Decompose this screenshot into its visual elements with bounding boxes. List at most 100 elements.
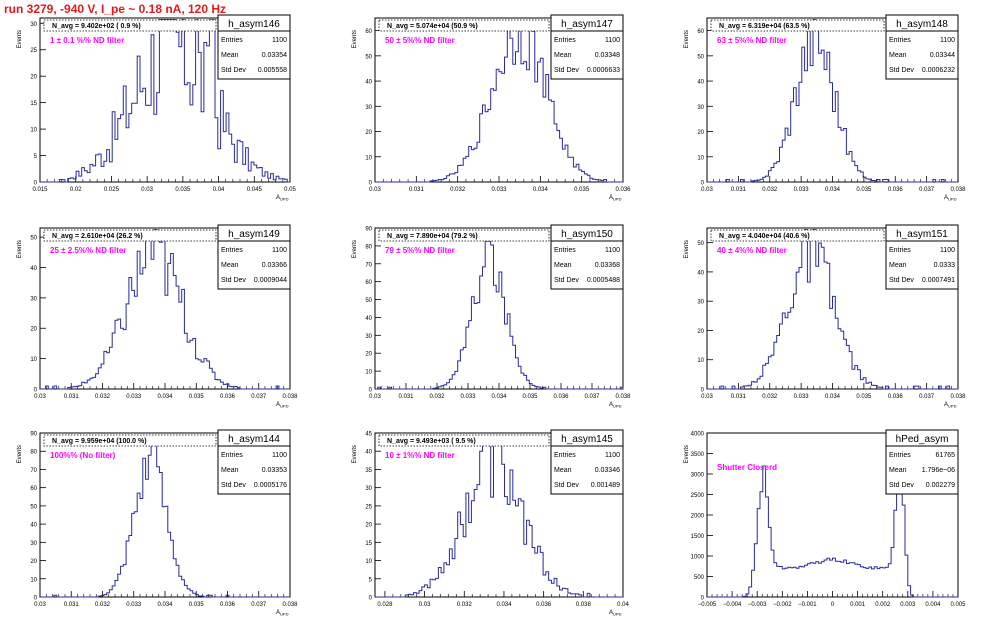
y-tick-label: 2000 xyxy=(691,514,705,520)
stats-label: Std Dev xyxy=(221,277,246,284)
x-tick-label: 0.037 xyxy=(584,394,600,400)
x-tick-label: 0.015 xyxy=(32,187,48,193)
stats-value: 0.03344 xyxy=(930,52,955,59)
histogram-panel-h_asym149: 0 10 20 30 40 50 0.03 0.031 0.032 0.033 0.034 0.035… xyxy=(17,224,298,409)
stats-value: 0.03353 xyxy=(262,467,287,474)
n-avg-label: N_avg = 7.890e+04 (79.2 %) xyxy=(387,233,478,240)
histogram-panel-h_asym144: 0 10 20 30 40 50 60 70 80 90 0.03 0.031 0.032 0.033 0.… xyxy=(17,429,298,617)
x-tick-label: 0.03 xyxy=(369,187,381,193)
y-axis-label: Events xyxy=(352,240,358,258)
stats-label: Entries xyxy=(889,247,911,254)
histogram-name: h_asym144 xyxy=(228,434,280,445)
histogram-line xyxy=(40,441,290,598)
x-tick-label: 0.036 xyxy=(888,187,904,193)
stats-box xyxy=(217,224,291,290)
y-tick-label: 10 xyxy=(30,128,37,134)
x-tick-label: 0.032 xyxy=(450,187,466,193)
x-tick-label: 0.031 xyxy=(64,602,80,608)
y-tick-label: 30 xyxy=(30,22,37,28)
x-tick-label: 0.031 xyxy=(409,187,425,193)
y-tick-label: 30 xyxy=(30,296,37,302)
y-tick-label: 0 xyxy=(369,388,373,394)
stats-value: 0.03368 xyxy=(595,262,620,269)
y-tick-label: 30 xyxy=(697,300,704,306)
filter-annotation: 25 ± 2.5%% ND filter xyxy=(50,246,126,255)
x-tick-label: 0.002 xyxy=(875,602,891,608)
y-tick-label: 10 xyxy=(365,370,372,376)
y-tick-label: 10 xyxy=(697,358,704,364)
histogram-name: h_asym150 xyxy=(561,229,613,240)
histogram-line xyxy=(707,229,958,390)
y-tick-label: 60 xyxy=(30,486,37,492)
x-tick-label: 0.03 xyxy=(419,602,431,608)
stats-value: 1100 xyxy=(605,37,620,44)
y-tick-label: 20 xyxy=(697,329,704,335)
stats-value: 0.03354 xyxy=(262,52,287,59)
stats-label: Mean xyxy=(221,262,239,269)
x-tick-label: 0.05 xyxy=(284,187,296,193)
x-tick-label: 0.005 xyxy=(950,602,966,608)
y-tick-label: 30 xyxy=(365,334,372,340)
stats-box xyxy=(217,14,291,80)
x-tick-label: 0.04 xyxy=(213,187,225,193)
stats-value: 0.0007491 xyxy=(922,277,955,284)
stats-label: Mean xyxy=(554,467,572,474)
filter-annotation: 63 ± 5%% ND filter xyxy=(717,36,787,45)
y-tick-label: 0 xyxy=(369,596,373,602)
x-tick-label: 0.036 xyxy=(220,394,236,400)
y-axis-label: Events xyxy=(352,30,358,48)
x-tick-label: 0.034 xyxy=(157,394,173,400)
stats-label: Mean xyxy=(554,52,572,59)
stats-label: Std Dev xyxy=(554,277,579,284)
stats-label: Std Dev xyxy=(889,482,914,489)
x-tick-label: 0.001 xyxy=(850,602,866,608)
x-tick-label: 0.038 xyxy=(576,602,592,608)
x-tick-label: 0.034 xyxy=(825,187,841,193)
x-axis-label: AUPD xyxy=(609,610,622,617)
filter-annotation: 100%% (No filter) xyxy=(50,451,116,460)
y-tick-label: 40 xyxy=(365,316,372,322)
stats-value: 0.0009044 xyxy=(254,277,287,284)
plot-frame xyxy=(374,432,624,598)
stats-label: Std Dev xyxy=(889,67,914,74)
x-tick-label: 0.03 xyxy=(369,394,381,400)
histogram-name: h_asym149 xyxy=(228,229,280,240)
stats-value: 0.001489 xyxy=(591,482,620,489)
x-tick-label: 0.033 xyxy=(794,187,810,193)
histogram-name: h_asym148 xyxy=(896,19,948,30)
x-tick-label: 0.032 xyxy=(95,394,111,400)
n-avg-label: N_avg = 9.959e+04 (100.0 %) xyxy=(52,438,147,445)
x-tick-label: 0.045 xyxy=(247,187,263,193)
stats-value: 0.03348 xyxy=(595,52,620,59)
y-tick-label: 90 xyxy=(30,432,37,438)
x-tick-label: −0.001 xyxy=(798,602,817,608)
y-axis-label: Events xyxy=(684,445,690,463)
x-tick-label: 0.034 xyxy=(496,602,512,608)
y-tick-label: 10 xyxy=(30,577,37,583)
n-avg-box xyxy=(710,19,885,32)
stats-label: Entries xyxy=(889,452,911,459)
x-tick-label: 0 xyxy=(831,602,835,608)
stats-label: Mean xyxy=(221,467,239,474)
x-tick-label: 0.035 xyxy=(189,602,205,608)
stats-value: 1100 xyxy=(272,37,287,44)
x-tick-label: 0.034 xyxy=(491,394,507,400)
y-tick-label: 40 xyxy=(365,450,372,456)
n-avg-label: N_avg = 5.074e+04 (50.9 %) xyxy=(387,23,478,30)
x-tick-label: 0.031 xyxy=(64,394,80,400)
x-tick-label: 0.036 xyxy=(220,602,236,608)
stats-label: Std Dev xyxy=(554,482,579,489)
x-tick-label: 0.028 xyxy=(377,602,393,608)
y-tick-label: 15 xyxy=(30,101,37,107)
n-avg-label: N_avg = 9.402e+02 ( 0.9 %) xyxy=(52,23,141,30)
x-tick-label: 0.036 xyxy=(615,187,631,193)
stats-box xyxy=(550,14,624,80)
stats-value: 1100 xyxy=(605,247,620,254)
x-tick-label: 0.025 xyxy=(104,187,120,193)
filter-annotation: Shutter Closerd xyxy=(717,463,777,472)
stats-label: Entries xyxy=(554,452,576,459)
x-tick-label: 0.037 xyxy=(919,394,935,400)
n-avg-label: N_avg = 4.040e+04 (40.6 %) xyxy=(719,233,810,240)
y-tick-label: 20 xyxy=(30,327,37,333)
y-tick-label: 15 xyxy=(365,541,372,547)
